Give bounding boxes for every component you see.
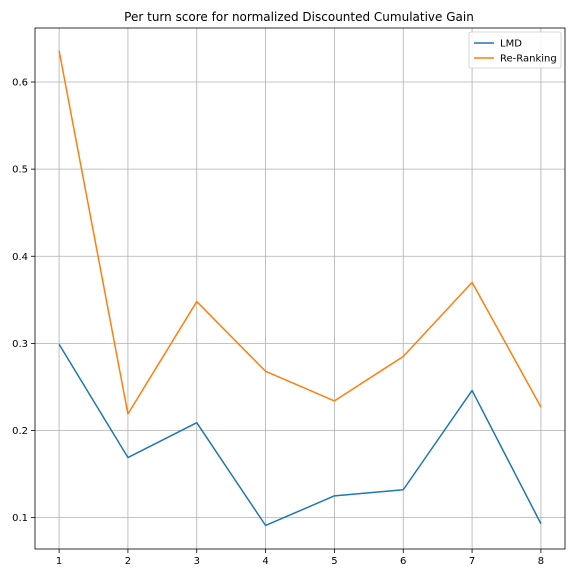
x-tick-label: 3 [194, 556, 200, 567]
x-tick-label: 6 [400, 556, 406, 567]
legend-label: Re-Ranking [500, 54, 557, 65]
grid [35, 28, 565, 549]
y-tick-label: 0.6 [12, 78, 28, 89]
legend-box [468, 31, 562, 69]
y-tick-label: 0.5 [12, 165, 28, 176]
chart-title: Per turn score for normalized Discounted… [124, 10, 474, 24]
series-line-re-ranking [58, 50, 542, 415]
axes: 1 2 3 4 5 6 7 8 0.1 0.2 0.3 0.4 0.5 0.6 [12, 27, 566, 567]
legend-label: LMD [500, 39, 522, 50]
x-tick-label: 8 [538, 556, 544, 567]
legend: LMD Re-Ranking [468, 31, 562, 69]
x-tick-label: 7 [469, 556, 475, 567]
series-line-lmd [58, 343, 542, 527]
y-tick-label: 0.2 [12, 426, 28, 437]
x-tick-label: 4 [262, 556, 268, 567]
y-tick-label: 0.1 [12, 513, 28, 524]
y-tick-label: 0.4 [12, 252, 28, 263]
plot-frame [34, 27, 566, 550]
x-tick-label: 5 [331, 556, 337, 567]
x-tick-label: 2 [125, 556, 131, 567]
x-tick-label: 1 [56, 556, 62, 567]
series-lines [58, 50, 542, 527]
y-tick-label: 0.3 [12, 339, 28, 350]
